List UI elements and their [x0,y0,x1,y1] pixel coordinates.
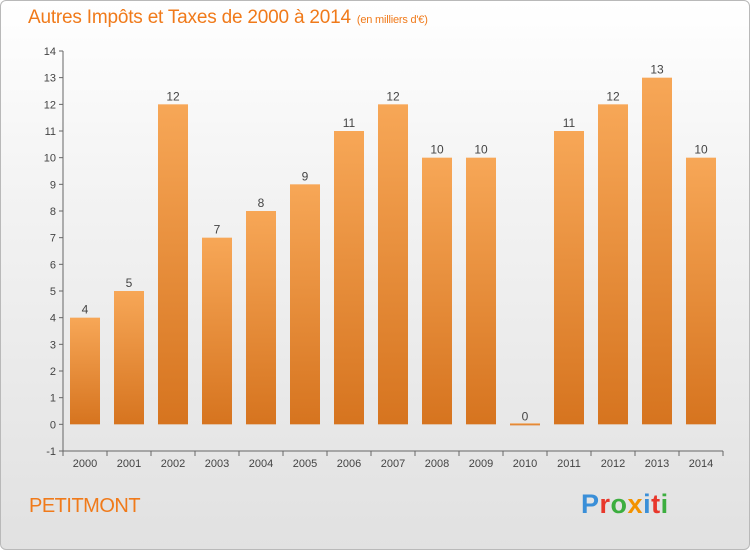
data-label: 11 [563,116,576,130]
y-tick-label: 6 [50,259,56,271]
y-tick-label: 8 [50,206,56,218]
y-tick-label: 9 [50,179,56,191]
data-label: 12 [166,89,180,103]
y-tick-label: 3 [50,339,56,351]
bar [422,157,452,425]
x-tick-label: 2011 [557,458,581,470]
proxiti-logo: Proxiti [581,489,669,520]
bar [202,237,232,425]
data-label: 10 [430,143,444,157]
x-tick-label: 2012 [601,458,625,470]
y-tick-label: 4 [50,313,56,325]
x-tick-label: 2010 [513,458,537,470]
logo-letter: x [627,489,644,519]
y-tick-label: 10 [44,153,56,165]
data-label: 8 [258,196,265,210]
x-tick-label: 2002 [161,458,185,470]
x-tick-label: 2014 [689,458,713,470]
y-tick-label: 5 [50,286,56,298]
x-tick-label: 2003 [205,458,229,470]
data-label: 5 [126,276,133,290]
title-text: Autres Impôts et Taxes de 2000 à 2014 [28,7,351,28]
y-tick-label: 0 [50,419,56,431]
title-unit: (en milliers d'€) [356,14,428,26]
x-tick-label: 2000 [73,458,97,470]
bar [466,157,496,425]
data-label: 10 [474,143,488,157]
x-tick-label: 2013 [645,458,669,470]
y-tick-label: -1 [46,446,56,458]
logo-letter: i [643,489,652,519]
x-tick-label: 2001 [117,458,141,470]
data-label: 13 [650,63,664,77]
bar [686,157,716,425]
y-tick-label: 12 [44,99,56,111]
bar [290,184,320,425]
logo-letter: r [599,489,611,519]
y-tick-label: 1 [50,393,56,405]
bar [70,317,100,425]
data-label: 0 [522,409,529,423]
y-tick-label: 2 [50,366,56,378]
data-label: 9 [302,169,309,183]
y-tick-label: 11 [45,126,56,138]
bar [114,291,144,425]
chart-title: Autres Impôts et Taxes de 2000 à 2014 (en… [28,7,428,29]
x-tick-label: 2009 [469,458,493,470]
bar [378,104,408,425]
x-tick-label: 2008 [425,458,449,470]
data-label: 12 [606,89,620,103]
logo-letter: P [581,489,600,519]
data-label: 11 [343,116,356,130]
data-label: 10 [694,143,708,157]
x-tick-label: 2007 [381,458,405,470]
bar [510,423,540,426]
logo-letter: o [610,489,628,519]
x-tick-label: 2005 [293,458,317,470]
data-label: 7 [214,223,221,237]
y-tick-label: 7 [50,233,56,245]
bar [246,211,276,425]
data-label: 4 [82,303,89,317]
y-tick-label: 14 [44,46,56,58]
bar [334,131,364,425]
bar [598,104,628,425]
x-tick-label: 2006 [337,458,361,470]
data-label: 12 [386,89,400,103]
y-tick-label: 13 [44,73,56,85]
bar [642,77,672,425]
x-tick-label: 2004 [249,458,273,470]
logo-letter: t [651,489,661,519]
bar [158,104,188,425]
commune-name: PETITMONT [29,495,141,517]
logo-letter: i [660,489,669,519]
bar [554,131,584,425]
